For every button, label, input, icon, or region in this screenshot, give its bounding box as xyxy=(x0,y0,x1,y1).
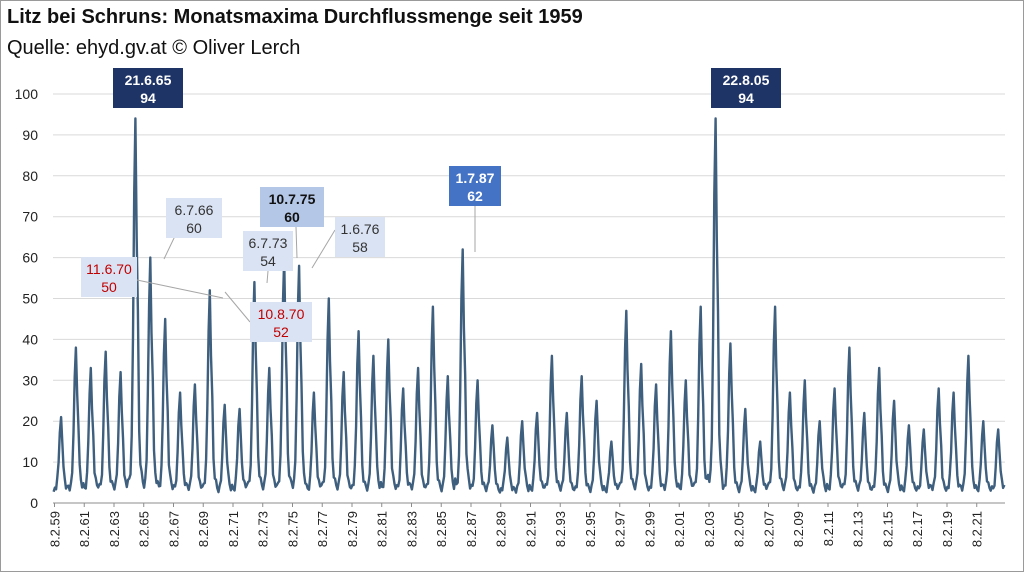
x-tick-label: 8.2.93 xyxy=(553,511,568,547)
annotation-leader xyxy=(224,291,251,323)
x-tick-label: 8.2.73 xyxy=(256,511,271,547)
annotation-leader xyxy=(266,270,269,284)
annotation-leader xyxy=(311,229,336,269)
annotation-value: 60 xyxy=(284,209,300,225)
annotation-box xyxy=(250,302,312,342)
x-tick-label: 8.2.81 xyxy=(375,511,390,547)
annotation-value: 62 xyxy=(467,188,483,204)
x-tick-label: 8.2.87 xyxy=(464,511,479,547)
x-tick-label: 8.2.67 xyxy=(166,511,181,547)
x-tick-label: 8.2.75 xyxy=(285,511,300,547)
x-tick-label: 8.2.85 xyxy=(434,511,449,547)
y-tick-label: 40 xyxy=(22,331,38,347)
annotation-value: 54 xyxy=(260,253,276,269)
x-tick-label: 8.2.65 xyxy=(137,511,152,547)
x-tick-label: 8.2.11 xyxy=(821,511,836,546)
x-tick-label: 8.2.13 xyxy=(851,511,866,547)
annotation-box xyxy=(166,198,222,238)
chart-title: Litz bei Schruns: Monatsmaxima Durchflus… xyxy=(7,6,583,28)
annotation-box xyxy=(335,217,385,257)
x-tick-label: 8.2.01 xyxy=(672,511,687,547)
annotation-date: 22.8.05 xyxy=(723,72,770,88)
annotation-box xyxy=(711,68,781,108)
annotation-date: 1.6.76 xyxy=(341,221,380,237)
annotation-value: 52 xyxy=(273,324,289,340)
annotation-box xyxy=(113,68,183,108)
annotation-value: 58 xyxy=(352,239,368,255)
y-tick-label: 80 xyxy=(22,168,38,184)
annotation-value: 50 xyxy=(101,279,117,295)
x-tick-label: 8.2.91 xyxy=(523,511,538,547)
y-tick-label: 90 xyxy=(22,127,38,143)
x-tick-label: 8.2.17 xyxy=(910,511,925,547)
x-tick-label: 8.2.89 xyxy=(494,511,509,547)
x-tick-label: 8.2.21 xyxy=(970,511,985,547)
y-tick-label: 0 xyxy=(30,495,38,511)
annotation-leader xyxy=(136,279,224,299)
x-tick-label: 8.2.97 xyxy=(613,511,628,547)
x-tick-label: 8.2.69 xyxy=(196,511,211,547)
annotation-box xyxy=(260,187,324,227)
y-tick-label: 100 xyxy=(15,86,39,102)
annotation-date: 6.7.66 xyxy=(175,202,214,218)
x-tick-label: 8.2.71 xyxy=(226,511,241,547)
y-tick-label: 70 xyxy=(22,209,38,225)
annotation-date: 21.6.65 xyxy=(125,72,172,88)
annotation-date: 6.7.73 xyxy=(249,235,288,251)
x-tick-label: 8.2.05 xyxy=(732,511,747,547)
annotation-date: 1.7.87 xyxy=(456,170,495,186)
chart-source: Quelle: ehyd.gv.at © Oliver Lerch xyxy=(7,37,301,59)
x-tick-label: 8.2.09 xyxy=(791,511,806,547)
x-tick-label: 8.2.07 xyxy=(761,511,776,547)
x-tick-label: 8.2.95 xyxy=(583,511,598,547)
x-tick-label: 8.2.59 xyxy=(47,511,62,547)
x-tick-label: 8.2.99 xyxy=(642,511,657,547)
annotation-box xyxy=(81,257,137,297)
x-tick-label: 8.2.03 xyxy=(702,511,717,547)
series-line xyxy=(52,117,1006,494)
x-tick-label: 8.2.15 xyxy=(880,511,895,547)
annotation-leader xyxy=(163,235,176,260)
x-tick-label: 8.2.83 xyxy=(404,511,419,547)
annotation-value: 94 xyxy=(738,90,754,106)
annotation-box xyxy=(449,166,501,206)
annotation-date: 10.7.75 xyxy=(269,191,316,207)
y-tick-label: 60 xyxy=(22,250,38,266)
y-tick-label: 20 xyxy=(22,413,38,429)
y-tick-label: 50 xyxy=(22,291,38,307)
annotation-date: 11.6.70 xyxy=(86,261,132,277)
annotation-leader xyxy=(295,226,298,259)
annotation-date: 10.8.70 xyxy=(258,306,305,322)
x-tick-label: 8.2.63 xyxy=(107,511,122,547)
x-tick-label: 8.2.61 xyxy=(77,511,92,547)
annotation-box xyxy=(243,231,293,271)
y-tick-label: 10 xyxy=(22,454,38,470)
y-tick-label: 30 xyxy=(22,372,38,388)
x-tick-label: 8.2.77 xyxy=(315,511,330,547)
x-tick-label: 8.2.79 xyxy=(345,511,360,547)
annotation-value: 60 xyxy=(186,220,202,236)
x-tick-label: 8.2.19 xyxy=(940,511,955,547)
annotation-value: 94 xyxy=(140,90,156,106)
